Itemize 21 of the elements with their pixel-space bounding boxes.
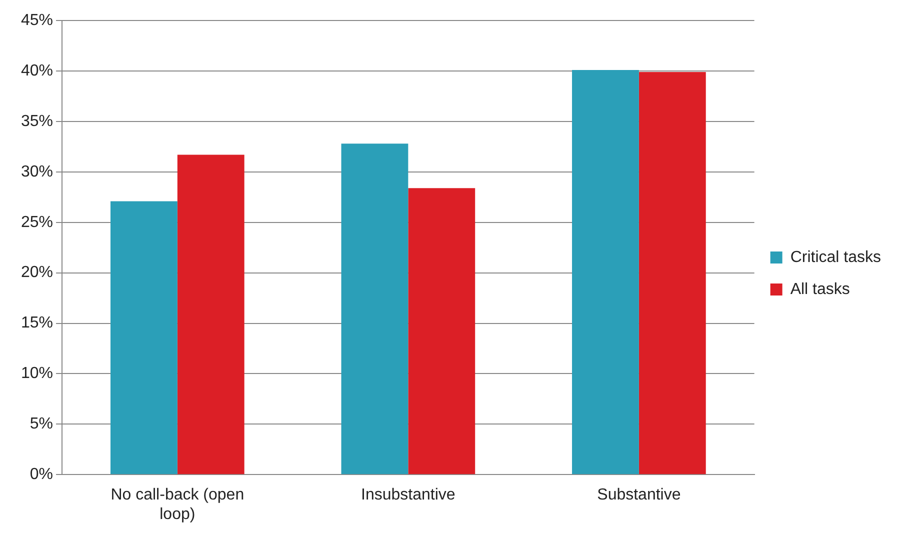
- y-tick-label: 15%: [20, 314, 54, 332]
- legend-label: All tasks: [790, 280, 850, 298]
- x-tick-label: Substantive: [597, 486, 681, 504]
- y-tick-label: 10%: [20, 365, 54, 382]
- bar: [110, 201, 178, 474]
- bar: [341, 144, 408, 474]
- y-tick-label: 45%: [20, 12, 54, 30]
- bar: [572, 70, 639, 474]
- y-tick-label: 20%: [20, 264, 54, 282]
- x-tick-label: No call-back (open loop): [110, 486, 244, 523]
- legend-label: Critical tasks: [790, 248, 882, 266]
- x-tick-label: Insubstantive: [361, 486, 456, 504]
- y-tick-label: 5%: [30, 416, 54, 433]
- bar: [177, 154, 244, 474]
- y-tick-label: 0%: [30, 466, 54, 484]
- y-tick-label: 40%: [20, 62, 54, 80]
- y-tick-label: 30%: [20, 163, 54, 180]
- bar: [408, 188, 476, 474]
- bar: [638, 72, 706, 474]
- y-tick-label: 25%: [20, 214, 54, 231]
- y-tick-label: 35%: [20, 112, 54, 130]
